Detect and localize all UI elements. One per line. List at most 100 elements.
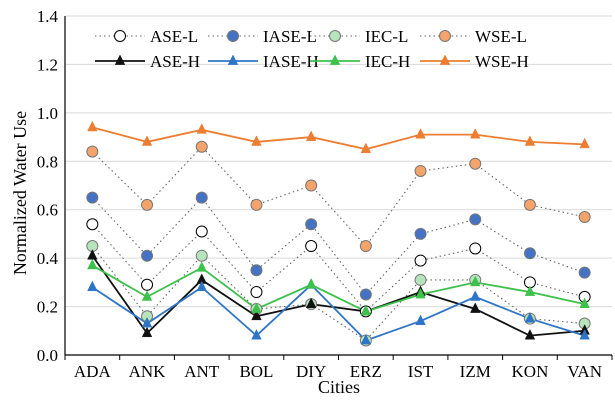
data-point [414,164,427,177]
data-point [360,304,372,316]
y-tick-label: 0.8 [37,152,58,171]
data-point [196,280,207,292]
data-point [470,128,481,139]
y-tick-label: 1.2 [37,55,58,74]
series-line [91,283,585,342]
data-point [196,261,207,272]
data-point [360,333,372,345]
data-point [195,249,208,262]
data-point [469,242,482,255]
data-point [414,227,427,240]
data-point [251,309,262,321]
data-point [114,30,126,42]
data-point [251,302,262,313]
x-tick-label: DIY [296,362,326,381]
legend-item: IEC-H [310,52,410,71]
axes [64,16,613,360]
data-point [195,225,208,238]
data-point [195,191,208,204]
legend-label: WSE-L [475,27,527,46]
data-point [414,273,427,286]
data-point [305,218,318,231]
legend-label: IEC-H [365,52,410,71]
data-point [114,54,126,65]
data-point [470,275,481,287]
data-point [87,120,98,132]
data-point [359,288,372,301]
data-point [578,210,591,223]
data-point [250,286,263,299]
data-point [141,290,153,301]
data-point [227,54,239,65]
data-point [305,297,317,308]
data-point [578,266,591,279]
legend-label: IASE-L [263,27,317,46]
series-markers [86,120,591,347]
x-tick-label: ADA [74,362,112,381]
data-point [524,329,536,340]
x-tick-label: KON [512,362,549,381]
data-point [86,218,99,231]
legend-item: ASE-L [95,27,198,46]
data-point [523,198,536,211]
y-tick-label: 0.6 [37,201,58,220]
series-line [91,255,585,337]
data-point [305,130,317,141]
data-point [141,278,154,291]
y-tick-label: 1.4 [37,7,59,26]
data-point [359,240,372,253]
data-point [439,54,451,65]
legend-label: IEC-L [365,27,408,46]
data-point [415,287,426,299]
data-point [227,30,239,42]
data-point [360,142,372,154]
legend-item: WSE-H [420,52,529,71]
data-point [579,297,590,308]
data-point [195,140,208,153]
data-point [86,145,99,158]
series-line [91,264,585,313]
x-tick-label: VAN [567,362,602,381]
data-point [439,30,451,42]
data-point [414,254,427,267]
data-point [250,264,263,277]
y-axis-title: Normalized Water Use [10,111,30,275]
y-tick-label: 0.4 [37,249,59,268]
data-point [141,198,154,211]
x-tick-label: IZM [460,362,491,381]
data-point [470,290,481,301]
y-tick-label: 1.0 [37,104,58,123]
y-tick-label: 0.2 [37,298,58,317]
data-point [415,128,426,139]
data-point [329,54,341,65]
data-point [196,123,207,134]
legend-label: WSE-H [475,52,529,71]
series-lines [91,126,585,342]
x-axis-title: Cities [318,377,360,397]
legend-label: ASE-L [150,27,198,46]
series-line [92,126,585,151]
data-point [87,280,98,292]
data-point [329,30,341,42]
data-point [141,316,153,328]
data-point [523,247,536,260]
data-point [579,329,590,340]
data-point [141,326,153,338]
data-point [470,302,481,313]
x-tick-label: IST [408,362,434,381]
legend-label: ASE-H [150,52,200,71]
legend-item: ASE-H [95,52,200,71]
y-tick-label: 0.0 [37,346,58,365]
data-point [469,213,482,226]
data-point [251,329,262,340]
legend-item: IEC-L [310,27,408,46]
data-point [579,137,590,149]
y-tick-labels: 0.0 0.2 0.4 0.6 0.8 1.0 1.2 1.4 [37,7,59,365]
x-tick-label: ERZ [350,362,382,381]
legend-item: IASE-H [208,52,319,71]
data-point [305,179,318,192]
data-point [524,135,536,146]
legend: ASE-L IASE-L IEC-L WSE-L ASE-H IASE-H IEC-H WSE… [95,27,529,71]
data-point [141,135,153,146]
x-tick-labels: ADA ANK ANT BOL DIY ERZ IST IZM KON VAN [74,362,602,381]
